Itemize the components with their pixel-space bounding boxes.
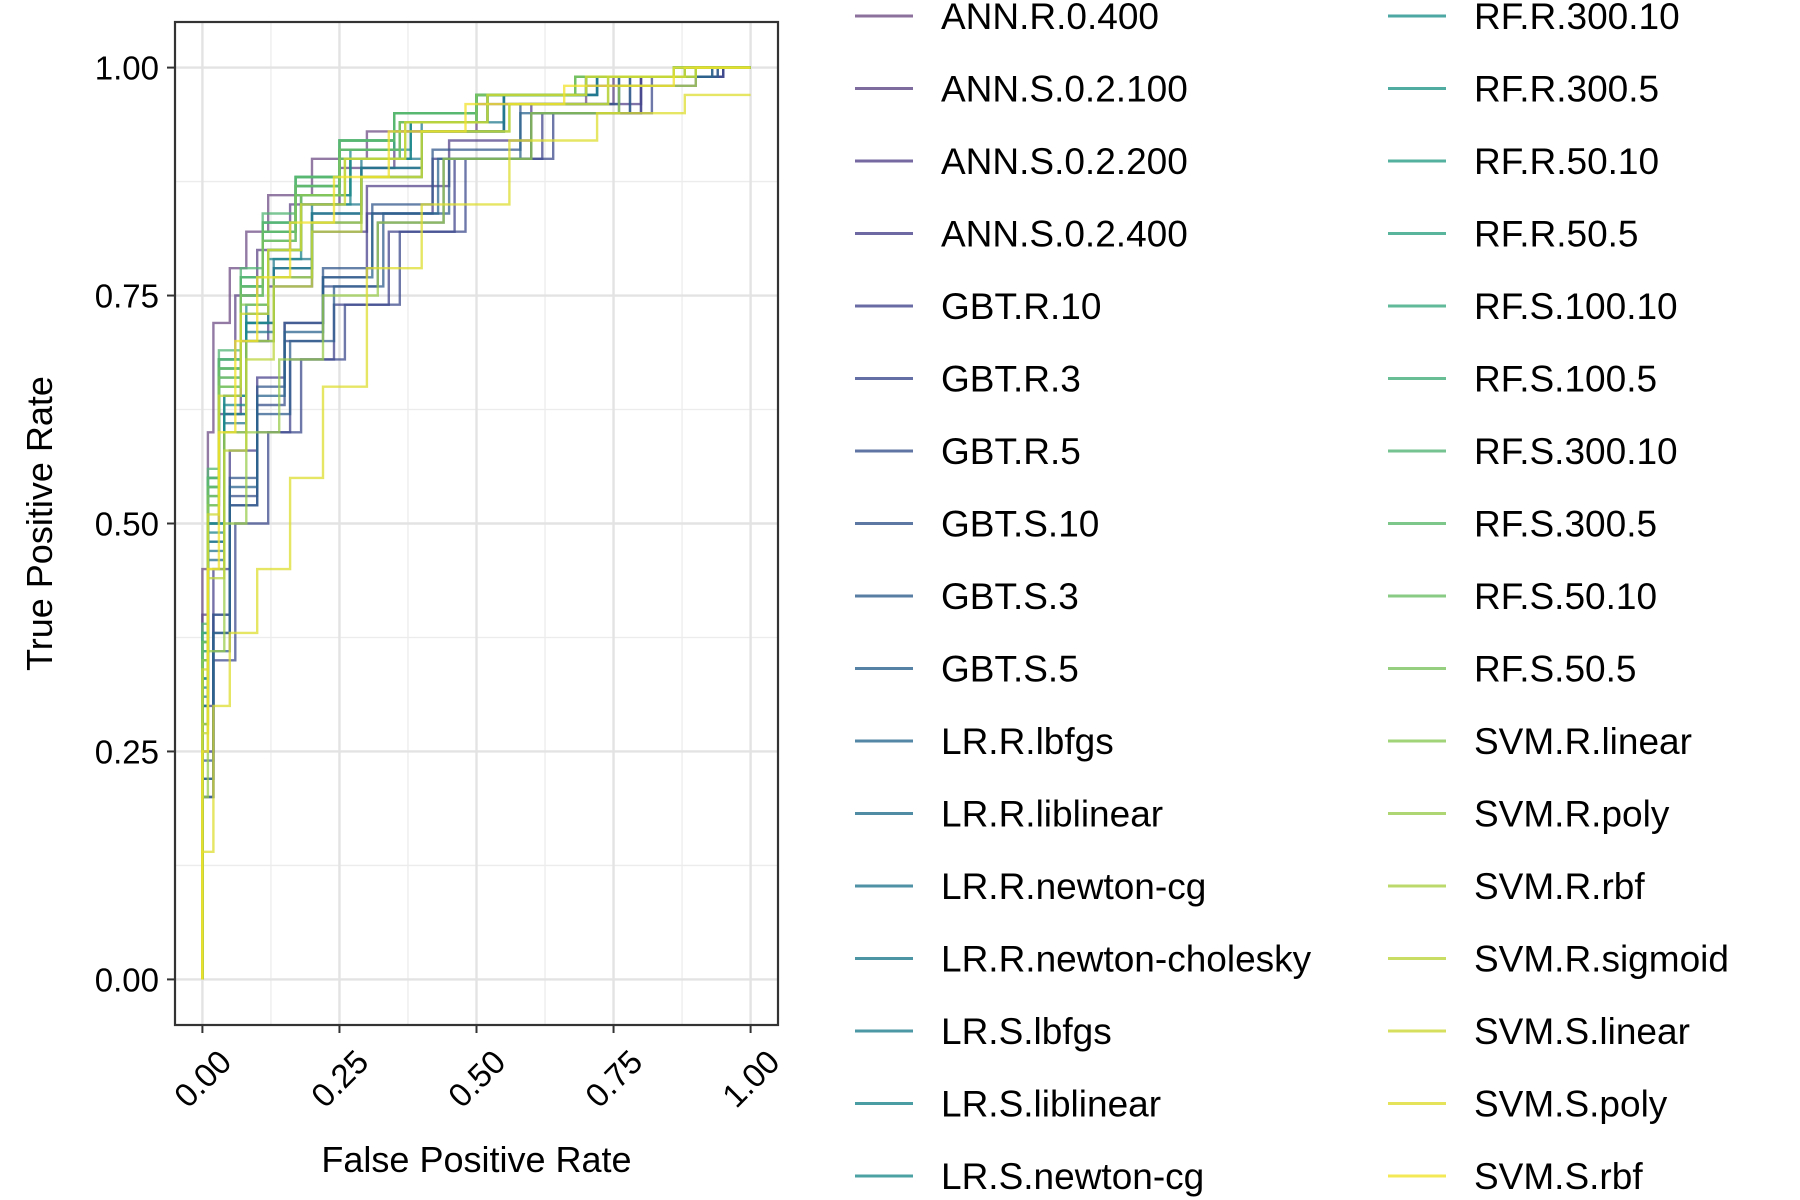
y-axis-title: True Positive Rate <box>19 376 60 671</box>
legend-item: RF.S.100.5 <box>1388 359 1657 400</box>
roc-curve-GBT.R.3 <box>201 66 751 980</box>
legend-label: RF.S.300.10 <box>1474 431 1678 472</box>
legend-item: ANN.S.0.2.100 <box>855 69 1188 110</box>
legend-label: RF.S.100.5 <box>1474 359 1657 400</box>
legend-label: ANN.S.0.2.200 <box>941 141 1188 182</box>
legend-label: SVM.S.poly <box>1474 1084 1668 1125</box>
legend-item: SVM.R.linear <box>1388 721 1692 762</box>
legend-label: GBT.S.3 <box>941 576 1079 617</box>
legend-label: GBT.R.10 <box>941 286 1101 327</box>
x-tick-label: 0.75 <box>578 1043 650 1115</box>
roc-curve-SVM.S.poly <box>201 93 751 980</box>
legend-item: SVM.R.sigmoid <box>1388 939 1729 980</box>
legend-label: LR.R.lbfgs <box>941 721 1114 762</box>
x-tick-label: 0.00 <box>167 1043 239 1115</box>
roc-curve-SVM.R.poly <box>201 66 751 980</box>
plot-grid <box>175 22 778 1025</box>
legend-label: LR.R.newton-cholesky <box>941 939 1312 980</box>
legend-item: SVM.S.poly <box>1388 1084 1668 1125</box>
legend-item: RF.R.300.5 <box>1388 69 1659 110</box>
legend-item: GBT.R.10 <box>855 286 1101 327</box>
legend-label: ANN.S.0.2.400 <box>941 214 1188 255</box>
legend-label: SVM.R.sigmoid <box>1474 939 1729 980</box>
legend-label: RF.S.300.5 <box>1474 504 1657 545</box>
y-tick-label: 0.00 <box>95 961 159 998</box>
legend-item: RF.R.50.10 <box>1388 141 1659 182</box>
legend-item: RF.R.300.10 <box>1388 0 1680 37</box>
legend-label: LR.R.liblinear <box>941 794 1163 835</box>
legend-item: RF.R.50.5 <box>1388 214 1639 255</box>
x-axis-title: False Positive Rate <box>321 1139 631 1180</box>
roc-curves <box>201 66 751 980</box>
legend-label: RF.R.50.5 <box>1474 214 1639 255</box>
legend-label: SVM.R.rbf <box>1474 866 1645 907</box>
roc-curve-SVM.S.rbf <box>201 66 751 980</box>
legend-label: LR.S.lbfgs <box>941 1011 1112 1052</box>
legend-item: GBT.S.3 <box>855 576 1079 617</box>
legend-label: RF.R.50.10 <box>1474 141 1659 182</box>
legend-item: LR.S.lbfgs <box>855 1011 1112 1052</box>
legend-item: GBT.S.10 <box>855 504 1099 545</box>
y-tick-label: 0.25 <box>95 733 159 770</box>
legend-item: SVM.S.linear <box>1388 1011 1690 1052</box>
legend-item: RF.S.300.10 <box>1388 431 1678 472</box>
x-tick-label: 0.50 <box>441 1043 513 1115</box>
legend-item: ANN.R.0.400 <box>855 0 1159 37</box>
legend-item: SVM.S.rbf <box>1388 1156 1643 1197</box>
roc-curve-SVM.S.linear <box>201 66 751 980</box>
legend-label: SVM.S.rbf <box>1474 1156 1643 1197</box>
legend-item: SVM.R.rbf <box>1388 866 1645 907</box>
roc-curve-ANN.R.0.400 <box>201 66 751 980</box>
legend-item: RF.S.300.5 <box>1388 504 1657 545</box>
x-tick-label: 1.00 <box>715 1043 787 1115</box>
legend-label: SVM.S.linear <box>1474 1011 1690 1052</box>
legend-label: ANN.R.0.400 <box>941 0 1159 37</box>
legend: ANN.R.0.400 ANN.S.0.2.100 ANN.S.0.2.200 ANN… <box>855 0 1729 1197</box>
legend-label: RF.R.300.5 <box>1474 69 1659 110</box>
legend-label: LR.R.newton-cg <box>941 866 1206 907</box>
axis-ticks: 0.00 0.25 0.50 0.75 1.00 0.00 0.25 0.50 0.75 1.00 <box>95 50 787 1115</box>
legend-item: GBT.S.5 <box>855 649 1079 690</box>
legend-item: LR.R.liblinear <box>855 794 1163 835</box>
y-tick-label: 0.50 <box>95 506 159 543</box>
legend-label: RF.R.300.10 <box>1474 0 1680 37</box>
legend-label: GBT.S.5 <box>941 649 1079 690</box>
legend-label: SVM.R.poly <box>1474 794 1670 835</box>
legend-item: LR.S.liblinear <box>855 1084 1161 1125</box>
legend-label: RF.S.100.10 <box>1474 286 1678 327</box>
legend-item: LR.R.lbfgs <box>855 721 1114 762</box>
legend-item: LR.R.newton-cholesky <box>855 939 1312 980</box>
legend-label: LR.S.newton-cg <box>941 1156 1204 1197</box>
legend-label: GBT.S.10 <box>941 504 1099 545</box>
legend-label: LR.S.liblinear <box>941 1084 1161 1125</box>
roc-curve-SVM.R.sigmoid <box>201 66 751 980</box>
y-tick-label: 1.00 <box>95 50 159 87</box>
x-tick-label: 0.25 <box>304 1043 376 1115</box>
legend-item: RF.S.100.10 <box>1388 286 1678 327</box>
legend-item: ANN.S.0.2.400 <box>855 214 1188 255</box>
legend-item: GBT.R.3 <box>855 359 1081 400</box>
legend-label: RF.S.50.5 <box>1474 649 1636 690</box>
legend-label: SVM.R.linear <box>1474 721 1692 762</box>
legend-label: ANN.S.0.2.100 <box>941 69 1188 110</box>
legend-item: GBT.R.5 <box>855 431 1081 472</box>
legend-label: GBT.R.3 <box>941 359 1081 400</box>
legend-item: SVM.R.poly <box>1388 794 1670 835</box>
legend-label: RF.S.50.10 <box>1474 576 1657 617</box>
y-tick-label: 0.75 <box>95 278 159 315</box>
legend-label: GBT.R.5 <box>941 431 1081 472</box>
legend-item: ANN.S.0.2.200 <box>855 141 1188 182</box>
roc-curve-RF.S.50.5 <box>201 66 751 980</box>
legend-item: LR.R.newton-cg <box>855 866 1206 907</box>
legend-item: RF.S.50.5 <box>1388 649 1636 690</box>
legend-item: LR.S.newton-cg <box>855 1156 1204 1197</box>
legend-item: RF.S.50.10 <box>1388 576 1657 617</box>
